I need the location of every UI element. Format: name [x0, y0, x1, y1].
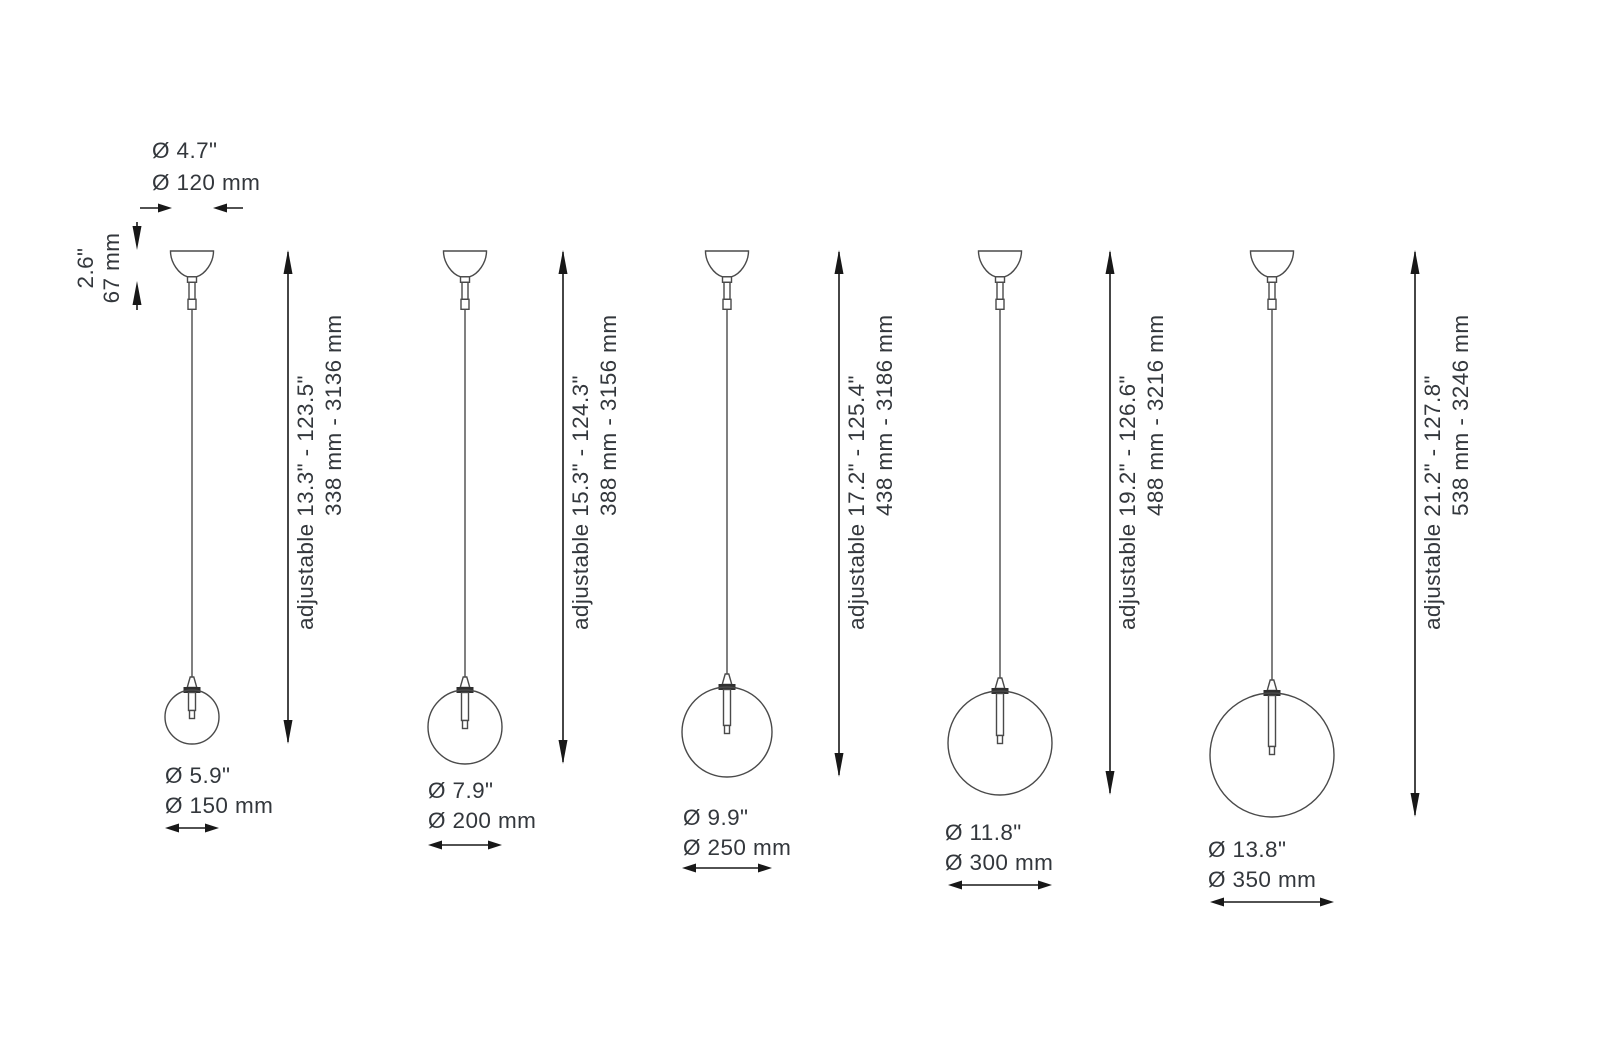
adjustable-height-mm-label-350: 538 mm - 3246 mm: [1448, 315, 1473, 516]
socket-stem-250: [722, 688, 732, 727]
pendant-lamp-150: adjustable 13.3" - 123.5" 338 mm - 3136 …: [164, 250, 346, 833]
socket-tip-300: [996, 734, 1004, 745]
height-dimension-arrow-250: [834, 250, 844, 777]
arrowhead-down-icon: [132, 226, 142, 250]
globe-width-arrow-350: [1210, 897, 1334, 907]
globe-diameter-inches-label-250: Ø 9.9": [683, 805, 748, 830]
globe-diameter-inches-label-200: Ø 7.9": [428, 778, 493, 803]
pendant-lamp-300: adjustable 19.2" - 126.6" 488 mm - 3216 …: [945, 250, 1168, 890]
canopy-diameter-inches-label: Ø 4.7": [152, 138, 217, 163]
arrowhead-left-icon: [213, 203, 227, 213]
adjustable-height-inches-label-300: adjustable 19.2" - 126.6": [1115, 375, 1140, 630]
glass-globe-250: [681, 686, 773, 778]
height-dimension-arrow-200: [558, 250, 568, 764]
adjustable-height-mm-label-250: 438 mm - 3186 mm: [872, 315, 897, 516]
adjustable-height-inches-label-250: adjustable 17.2" - 125.4": [844, 375, 869, 630]
socket-stem-300: [995, 692, 1005, 737]
canopy-200: [442, 250, 488, 310]
height-dimension-arrow-350: [1410, 250, 1420, 817]
adjustable-height-mm-label-300: 488 mm - 3216 mm: [1143, 315, 1168, 516]
pendant-lamp-200: adjustable 15.3" - 124.3" 388 mm - 3156 …: [427, 250, 621, 850]
pendant-lamp-350: adjustable 21.2" - 127.8" 538 mm - 3246 …: [1208, 250, 1473, 907]
adjustable-height-inches-label-200: adjustable 15.3" - 124.3": [568, 375, 593, 630]
arrowhead-up-icon: [132, 281, 142, 305]
adjustable-height-mm-label-200: 388 mm - 3156 mm: [596, 315, 621, 516]
socket-stem-150: [187, 691, 197, 712]
globe-diameter-mm-label-350: Ø 350 mm: [1208, 867, 1316, 892]
socket-tip-200: [461, 719, 469, 730]
globe-diameter-inches-label-150: Ø 5.9": [165, 763, 230, 788]
adjustable-height-mm-label-150: 338 mm - 3136 mm: [321, 315, 346, 516]
adjustable-height-inches-label-350: adjustable 21.2" - 127.8": [1420, 375, 1445, 630]
globe-diameter-inches-label-350: Ø 13.8": [1208, 837, 1286, 862]
globe-diameter-mm-label-250: Ø 250 mm: [683, 835, 791, 860]
adjustable-height-inches-label-150: adjustable 13.3" - 123.5": [293, 375, 318, 630]
globe-width-arrow-200: [428, 840, 502, 850]
height-dimension-arrow-300: [1105, 250, 1115, 795]
socket-tip-150: [188, 709, 196, 720]
globe-diameter-inches-label-300: Ø 11.8": [945, 820, 1022, 845]
glass-globe-200: [427, 689, 503, 765]
canopy-diameter-mm-label: Ø 120 mm: [152, 170, 260, 195]
glass-globe-300: [947, 690, 1053, 796]
glass-globe-150: [164, 689, 220, 745]
socket-tip-250: [723, 724, 731, 735]
canopy-height-dimension-arrow: [132, 222, 142, 310]
arrowhead-right-icon: [158, 203, 172, 213]
canopy-dimensions: Ø 4.7" Ø 120 mm 2.6" 67 mm: [73, 138, 260, 310]
canopy-300: [977, 250, 1023, 310]
pendant-lamp-250: adjustable 17.2" - 125.4" 438 mm - 3186 …: [681, 250, 897, 873]
socket-stem-200: [460, 691, 470, 722]
canopy-250: [704, 250, 750, 310]
glass-globe-350: [1209, 692, 1335, 818]
globe-width-arrow-300: [948, 880, 1052, 890]
canopy-350: [1249, 250, 1295, 310]
globe-diameter-mm-label-200: Ø 200 mm: [428, 808, 536, 833]
globe-diameter-mm-label-300: Ø 300 mm: [945, 850, 1053, 875]
canopy-width-dimension-arrow: [140, 203, 243, 213]
canopy-150: [169, 250, 215, 310]
canopy-height-mm-label: 67 mm: [99, 233, 124, 304]
canopy-height-inches-label: 2.6": [73, 248, 98, 289]
globe-diameter-mm-label-150: Ø 150 mm: [165, 793, 273, 818]
socket-stem-350: [1267, 694, 1277, 748]
height-dimension-arrow-150: [283, 250, 293, 744]
socket-tip-350: [1268, 745, 1276, 756]
globe-width-arrow-150: [165, 823, 219, 833]
globe-width-arrow-250: [682, 863, 772, 873]
